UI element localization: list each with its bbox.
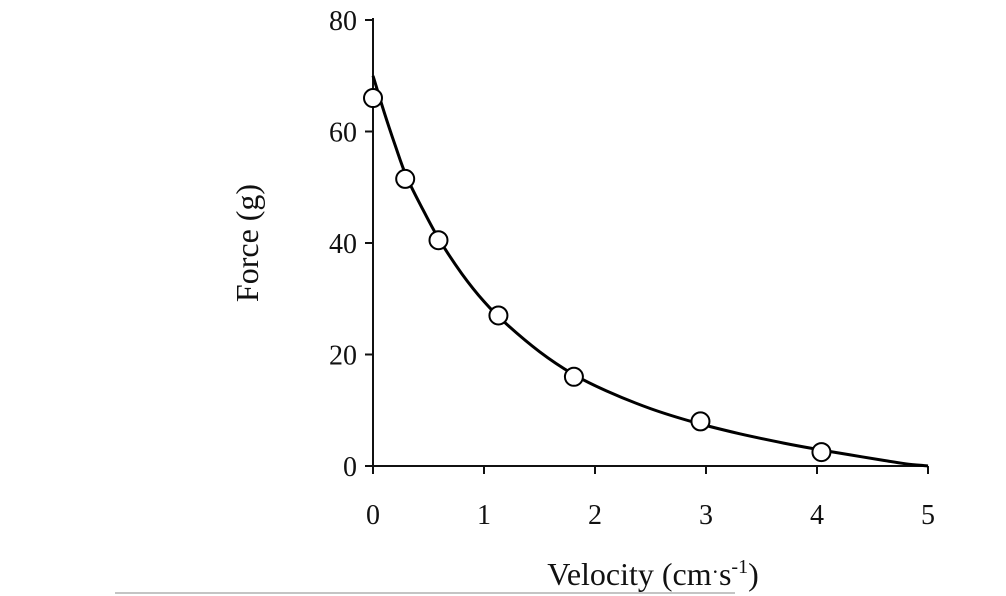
data-points (363, 88, 832, 463)
x-tick-label: 2 (588, 500, 602, 531)
y-tick-label: 20 (329, 341, 357, 372)
data-point (811, 442, 832, 463)
y-tick-label: 60 (329, 118, 357, 149)
tick-labels: 0 1 2 3 4 5 0 20 40 60 80 (329, 6, 935, 531)
x-tick-label: 5 (921, 500, 935, 531)
y-tick-label: 80 (329, 6, 357, 37)
data-point (395, 168, 416, 189)
x-axis-title-sup: -1 (731, 556, 748, 578)
fit-curve (371, 75, 929, 468)
x-axis-title-close: ) (748, 556, 759, 592)
data-point (690, 411, 711, 432)
x-axis-title-dot: · (712, 559, 719, 584)
x-tick-label: 4 (810, 500, 824, 531)
x-axis-title-s: s (719, 556, 731, 592)
y-tick-label: 0 (343, 452, 357, 483)
x-tick-label: 0 (366, 500, 380, 531)
ticks (365, 19, 929, 474)
y-axis-title: Force (g) (229, 184, 265, 302)
x-axis-title: Velocity (cm·s-1) (547, 556, 759, 592)
data-point (428, 230, 449, 251)
x-tick-label: 1 (477, 500, 491, 531)
axes (372, 18, 928, 467)
data-point (488, 305, 509, 326)
x-tick-label: 3 (699, 500, 713, 531)
data-point (563, 366, 584, 387)
y-tick-label: 40 (329, 229, 357, 260)
x-axis-title-main: Velocity (cm (547, 556, 712, 592)
data-point (363, 88, 383, 109)
